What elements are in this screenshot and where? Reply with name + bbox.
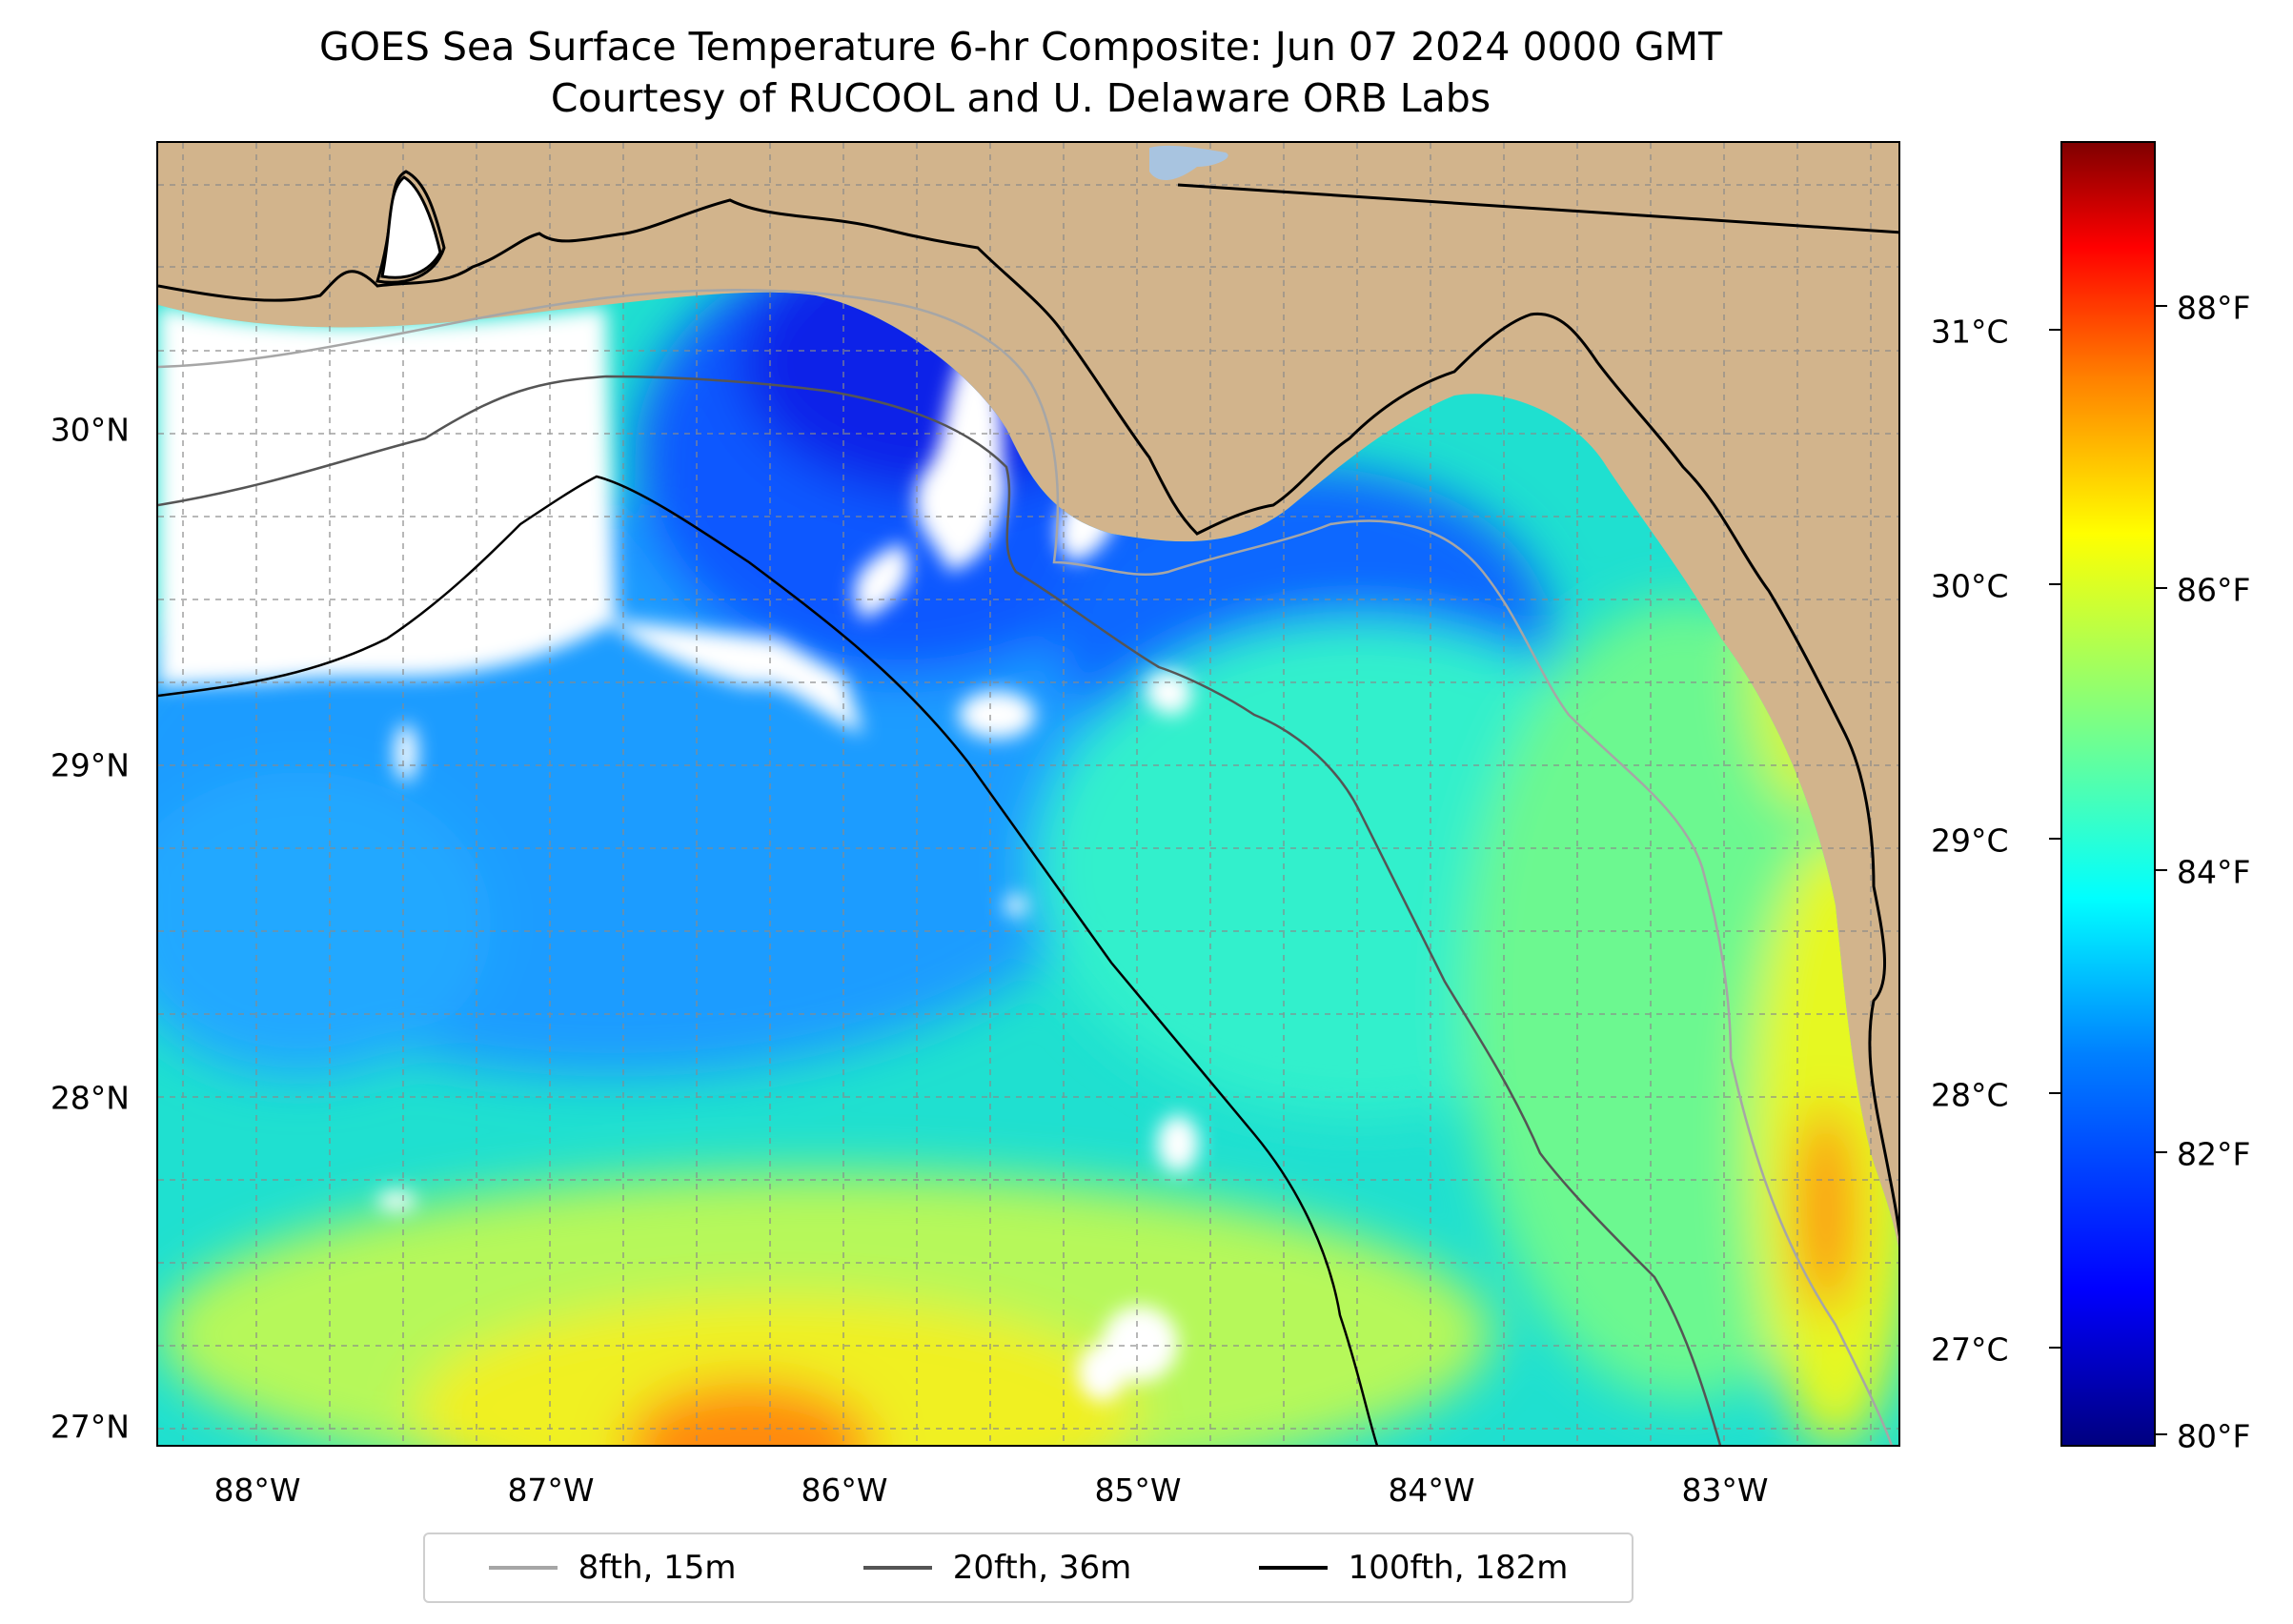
- legend-item-8fth: 8fth, 15m: [488, 1549, 737, 1587]
- colorbar-tick: [2156, 1151, 2167, 1153]
- map-canvas: [158, 143, 1898, 1445]
- colorbar-label-27c: 27°C: [1931, 1330, 2009, 1369]
- legend-swatch-20fth: [862, 1566, 932, 1570]
- colorbar-label-31c: 31°C: [1931, 313, 2009, 351]
- lon-label-86w: 86°W: [801, 1472, 888, 1509]
- lon-label-83w: 83°W: [1681, 1472, 1769, 1509]
- colorbar-tick: [2049, 1092, 2060, 1094]
- legend-label-20fth: 20fth, 36m: [952, 1549, 1132, 1587]
- sst-map: [156, 141, 1900, 1447]
- colorbar-gradient: [2062, 143, 2154, 1445]
- colorbar-label-84f: 84°F: [2177, 853, 2251, 891]
- colorbar: [2060, 141, 2156, 1447]
- lat-label-27n: 27°N: [50, 1408, 130, 1446]
- isobath-20fth: [158, 375, 1722, 1445]
- legend-label-100fth: 100fth, 182m: [1348, 1549, 1569, 1587]
- colorbar-label-80f: 80°F: [2177, 1417, 2251, 1455]
- colorbar-tick: [2156, 1433, 2167, 1435]
- colorbar-tick: [2049, 329, 2060, 331]
- legend-label-8fth: 8fth, 15m: [578, 1549, 737, 1587]
- graticule: [158, 143, 1898, 1445]
- lake: [1149, 145, 1228, 181]
- colorbar-tick: [2156, 869, 2167, 871]
- legend-swatch-100fth: [1258, 1566, 1328, 1570]
- legend-item-20fth: 20fth, 36m: [862, 1549, 1132, 1587]
- isobath-100fth: [158, 475, 1379, 1445]
- colorbar-tick: [2156, 305, 2167, 307]
- lon-label-88w: 88°W: [213, 1472, 301, 1509]
- sst-field: [158, 292, 1898, 1445]
- legend-item-100fth: 100fth, 182m: [1258, 1549, 1569, 1587]
- lon-label-84w: 84°W: [1388, 1472, 1475, 1509]
- colorbar-label-82f: 82°F: [2177, 1135, 2251, 1173]
- isobath-8fth: [158, 289, 1893, 1445]
- colorbar-tick: [2156, 587, 2167, 589]
- title-line-1: GOES Sea Surface Temperature 6-hr Compos…: [318, 24, 1723, 70]
- colorbar-label-29c: 29°C: [1931, 822, 2009, 860]
- colorbar-label-88f: 88°F: [2177, 289, 2251, 327]
- colorbar-label-30c: 30°C: [1931, 567, 2009, 605]
- state-border: [1177, 183, 1898, 234]
- lat-label-28n: 28°N: [50, 1079, 130, 1117]
- colorbar-label-86f: 86°F: [2177, 571, 2251, 609]
- legend-swatch-8fth: [488, 1566, 558, 1570]
- lat-label-29n: 29°N: [50, 746, 130, 784]
- lat-label-30n: 30°N: [50, 411, 130, 449]
- coastline: [158, 198, 1898, 1237]
- lon-label-85w: 85°W: [1094, 1472, 1182, 1509]
- lon-label-87w: 87°W: [507, 1472, 595, 1509]
- colorbar-tick: [2049, 583, 2060, 585]
- colorbar-label-28c: 28°C: [1931, 1076, 2009, 1114]
- colorbar-tick: [2049, 838, 2060, 840]
- legend: 8fth, 15m 20fth, 36m 100fth, 182m: [423, 1533, 1634, 1603]
- title-line-2: Courtesy of RUCOOL and U. Delaware ORB L…: [550, 75, 1491, 121]
- chart-title: GOES Sea Surface Temperature 6-hr Compos…: [0, 21, 2041, 124]
- colorbar-tick: [2049, 1347, 2060, 1349]
